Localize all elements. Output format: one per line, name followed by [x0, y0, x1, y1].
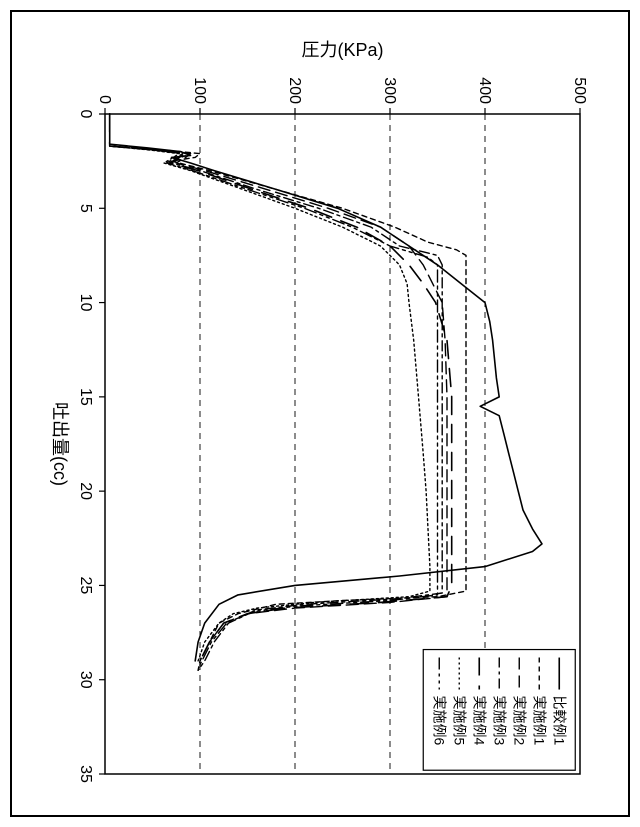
svg-text:0: 0	[77, 109, 94, 118]
svg-text:500: 500	[571, 77, 588, 104]
svg-text:実施例3: 実施例3	[491, 695, 507, 745]
svg-text:実施例6: 実施例6	[431, 695, 447, 745]
svg-text:圧力(KPa): 圧力(KPa)	[301, 40, 383, 60]
svg-text:25: 25	[77, 576, 94, 594]
svg-text:200: 200	[286, 77, 303, 104]
svg-text:400: 400	[476, 77, 493, 104]
svg-text:30: 30	[77, 670, 94, 688]
svg-text:35: 35	[77, 765, 94, 783]
svg-text:実施例4: 実施例4	[471, 695, 487, 745]
chart-container: 0 5 10 15 20 25 30 35 0 100 200 300 400 500 吐出量(cc) 圧力(…	[40, 34, 600, 794]
svg-text:実施例1: 実施例1	[531, 695, 547, 745]
svg-text:15: 15	[77, 387, 94, 405]
svg-text:比較例1: 比較例1	[551, 695, 567, 745]
svg-text:実施例5: 実施例5	[451, 695, 467, 745]
svg-text:10: 10	[77, 293, 94, 311]
svg-text:0: 0	[96, 95, 113, 104]
svg-text:100: 100	[191, 77, 208, 104]
svg-text:吐出量(cc): 吐出量(cc)	[50, 402, 70, 486]
svg-text:20: 20	[77, 482, 94, 500]
svg-text:300: 300	[381, 77, 398, 104]
svg-text:実施例2: 実施例2	[511, 695, 527, 745]
pressure-vs-discharge-chart: 0 5 10 15 20 25 30 35 0 100 200 300 400 500 吐出量(cc) 圧力(…	[40, 34, 600, 794]
figure-frame: 0 5 10 15 20 25 30 35 0 100 200 300 400 500 吐出量(cc) 圧力(…	[10, 10, 630, 817]
svg-text:5: 5	[77, 203, 94, 212]
